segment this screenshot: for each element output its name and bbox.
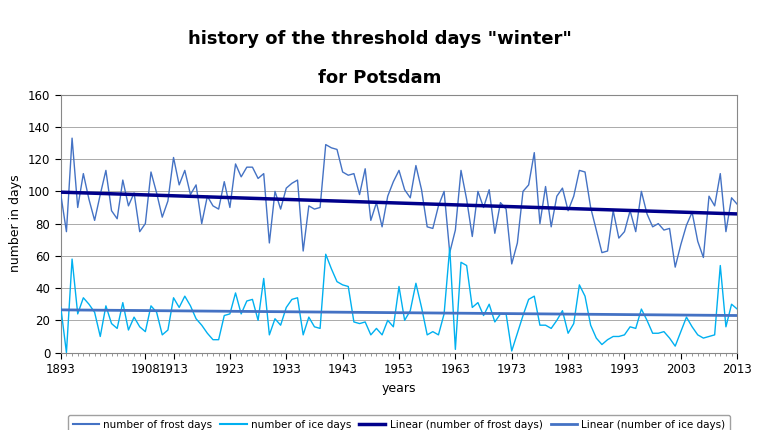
Text: history of the threshold days "winter": history of the threshold days "winter" xyxy=(188,30,572,48)
Y-axis label: number in days: number in days xyxy=(9,175,23,273)
X-axis label: years: years xyxy=(382,381,416,395)
Text: for Potsdam: for Potsdam xyxy=(318,69,442,87)
Legend: number of frost days, number of ice days, Linear (number of frost days), Linear : number of frost days, number of ice days… xyxy=(68,415,730,430)
